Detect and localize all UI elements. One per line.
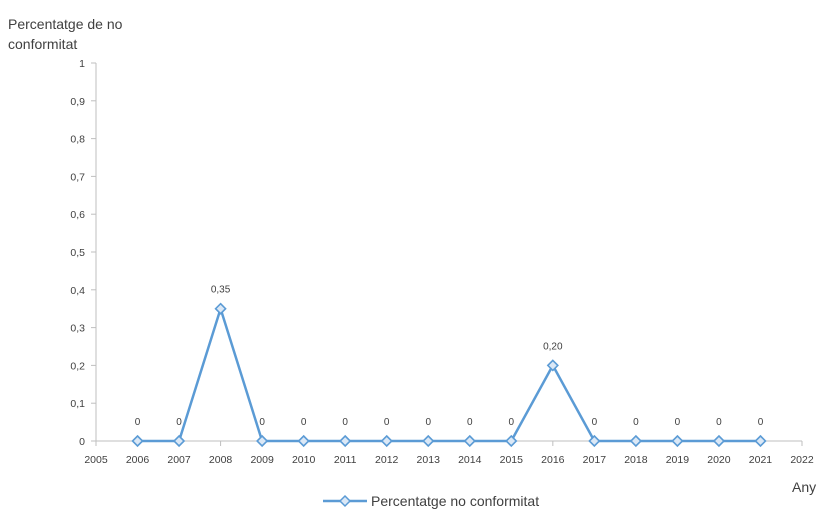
- data-point-marker: [380, 434, 393, 448]
- data-label: 0,35: [211, 285, 231, 296]
- data-point-marker: [463, 434, 476, 448]
- y-axis-ticks: 0 0,1 0,2 0,3 0,4 0,5 0,6 0,7 0,8 0,9 1: [70, 58, 96, 448]
- x-tick-label: 2016: [541, 454, 565, 466]
- data-label: 0,20: [543, 341, 563, 352]
- x-tick-label: 2021: [749, 454, 773, 466]
- data-point-marker: [754, 434, 767, 448]
- axes: [95, 63, 802, 442]
- y-axis-title-line-1: Percentatge de no: [8, 16, 123, 32]
- y-tick-label: 0,6: [70, 209, 85, 221]
- series-line: [137, 307, 761, 443]
- x-tick: 2022: [790, 441, 814, 466]
- x-tick-label: 2006: [126, 454, 150, 466]
- data-point-marker: [255, 434, 269, 448]
- data-point-marker: [505, 434, 518, 448]
- y-tick-label: 0,1: [70, 398, 85, 410]
- data-point-marker: [214, 302, 227, 315]
- legend: Percentatge no conformitat: [323, 491, 539, 511]
- y-tick: 0,3: [70, 323, 96, 335]
- y-tick-label: 0,7: [70, 171, 85, 183]
- data-label: 0: [425, 417, 431, 428]
- y-tick: 0,1: [70, 398, 96, 410]
- x-tick: 2016: [541, 441, 565, 466]
- data-point-marker: [422, 434, 435, 448]
- y-tick: 0,6: [70, 209, 96, 221]
- data-label: 0: [176, 417, 182, 428]
- x-tick-label: 2019: [666, 454, 690, 466]
- x-tick-label: 2018: [624, 454, 648, 466]
- data-point-marker: [339, 434, 352, 448]
- data-labels: 0 0 0,35 0 0 0 0 0 0 0 0,20 0 0 0 0 0: [135, 285, 764, 428]
- y-tick: 0,7: [70, 171, 96, 183]
- y-axis-title-line-2: conformitat: [8, 36, 78, 52]
- x-tick-label: 2010: [292, 454, 316, 466]
- data-label: 0: [633, 417, 639, 428]
- data-label: 0: [758, 417, 764, 428]
- data-label: 0: [675, 417, 681, 428]
- y-tick: 0,9: [70, 96, 96, 108]
- y-tick-label: 0,2: [70, 360, 85, 372]
- y-tick-label: 0,3: [70, 323, 85, 335]
- x-tick-label: 2008: [209, 454, 233, 466]
- x-tick-label: 2007: [167, 454, 191, 466]
- data-point-marker: [629, 434, 643, 448]
- y-tick-label: 0,9: [70, 96, 85, 108]
- data-label: 0: [342, 417, 348, 428]
- x-tick-label: 2013: [417, 454, 441, 466]
- x-tick-label: 2022: [790, 454, 814, 466]
- data-point-marker: [131, 434, 144, 448]
- data-label: 0: [259, 417, 265, 428]
- y-tick-label: 0: [79, 436, 85, 448]
- y-tick: 1: [79, 58, 96, 70]
- data-point-marker: [712, 434, 726, 448]
- x-tick-label: 2012: [375, 454, 399, 466]
- y-tick-label: 0,5: [70, 247, 85, 259]
- data-label: 0: [135, 417, 141, 428]
- y-tick-label: 1: [79, 58, 85, 70]
- y-tick: 0,5: [70, 247, 96, 259]
- x-tick-label: 2015: [500, 454, 524, 466]
- data-point-marker: [588, 434, 601, 448]
- x-tick-label: 2017: [583, 454, 607, 466]
- x-axis-title: Any: [792, 479, 817, 495]
- x-tick-label: 2014: [458, 454, 482, 466]
- data-label: 0: [592, 417, 598, 428]
- x-tick-label: 2011: [334, 454, 357, 466]
- data-point-marker: [546, 359, 559, 372]
- x-axis-ticks: 2005 2006 2007 2008 2009 2010 2011 2012 2013 2014…: [84, 441, 814, 466]
- data-label: 0: [301, 417, 307, 428]
- data-point-marker: [172, 434, 186, 448]
- x-tick: 2008: [209, 441, 233, 466]
- x-tick: 2005: [84, 441, 108, 466]
- data-label: 0: [509, 417, 515, 428]
- data-point-marker: [297, 434, 310, 448]
- y-tick: 0,8: [70, 134, 96, 146]
- legend-label: Percentatge no conformitat: [371, 493, 540, 509]
- x-tick-label: 2020: [707, 454, 731, 466]
- series-group: [131, 302, 767, 448]
- data-label: 0: [467, 417, 473, 428]
- data-label: 0: [716, 417, 722, 428]
- data-label: 0: [384, 417, 390, 428]
- y-tick: 0,2: [70, 360, 96, 372]
- y-axis-title: Percentatge de no conformitat: [8, 14, 158, 54]
- y-tick: 0,4: [70, 285, 96, 297]
- x-tick-label: 2009: [250, 454, 274, 466]
- x-tick-label: 2005: [84, 454, 108, 466]
- y-tick-label: 0,8: [70, 134, 85, 146]
- y-tick-label: 0,4: [70, 285, 85, 297]
- legend-marker-icon: [323, 494, 367, 508]
- data-point-marker: [671, 434, 684, 448]
- y-tick: 0: [79, 436, 96, 448]
